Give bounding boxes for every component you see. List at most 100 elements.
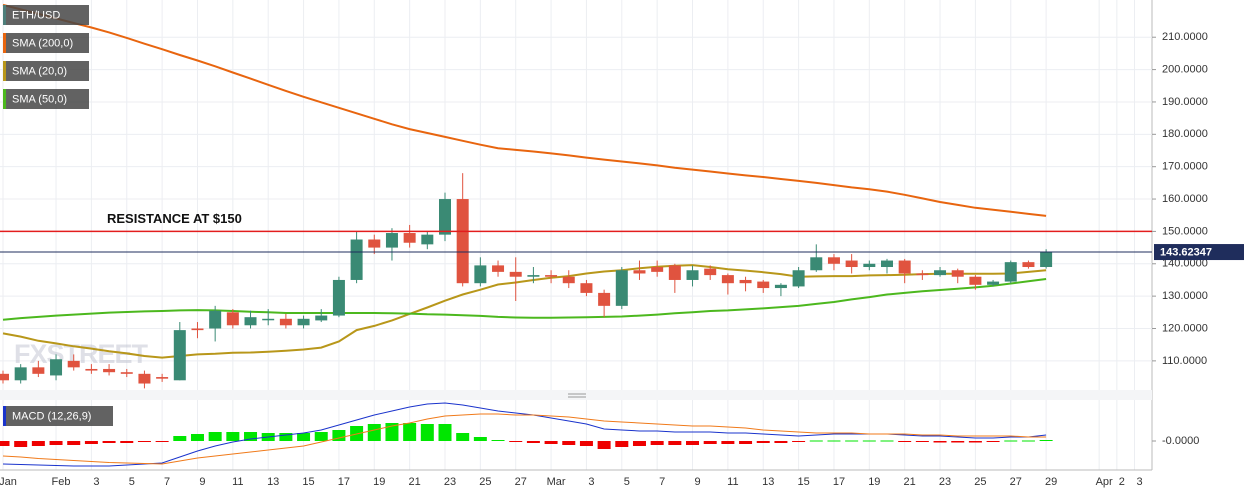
- histogram-bar: [438, 424, 452, 441]
- x-tick-label: 21: [409, 476, 421, 488]
- candle-body: [1040, 252, 1053, 268]
- candle-body: [368, 239, 381, 248]
- candle-body: [403, 233, 416, 243]
- legend-box: [3, 5, 89, 25]
- x-tick-label: 17: [338, 476, 350, 488]
- candle-body: [845, 260, 858, 268]
- histogram-bar: [1004, 440, 1018, 442]
- candle-body: [527, 275, 540, 277]
- histogram-bar: [509, 441, 523, 442]
- y-tick-label: 120.0000: [1162, 322, 1208, 334]
- x-tick-label: 7: [659, 476, 665, 488]
- histogram-bar: [491, 440, 505, 441]
- x-tick-label: 21: [904, 476, 916, 488]
- candle-body: [633, 270, 646, 274]
- candle-body: [456, 199, 469, 284]
- candle-body: [580, 283, 593, 293]
- sma-line: [2, 278, 1047, 321]
- legend-swatch: [3, 5, 6, 25]
- histogram-bar: [226, 432, 240, 441]
- y-tick-label: 110.0000: [1162, 355, 1207, 367]
- legend-label: SMA (50,0): [12, 93, 67, 105]
- candle-body: [85, 368, 98, 371]
- candle-body: [704, 268, 717, 276]
- histogram-bar: [49, 441, 63, 445]
- histogram-bar: [544, 441, 558, 444]
- y-tick-label: 200.0000: [1162, 63, 1208, 75]
- y-tick-label: 170.0000: [1162, 161, 1208, 173]
- legend-label: ETH/USD: [12, 9, 60, 21]
- candle-body: [315, 315, 328, 321]
- x-tick-label: 3: [93, 476, 99, 488]
- candle-body: [615, 270, 628, 306]
- candle-body: [67, 360, 80, 368]
- candle-body: [226, 312, 239, 326]
- annotation: RESISTANCE AT $150: [107, 211, 242, 226]
- histogram-bar: [721, 441, 735, 444]
- histogram-bar: [632, 441, 646, 446]
- candle-body: [332, 279, 345, 316]
- x-tick-label: 11: [727, 476, 738, 488]
- x-tick-label: 15: [797, 476, 809, 488]
- candle-body: [916, 273, 929, 276]
- histogram-bar: [279, 433, 293, 441]
- legend-swatch: [3, 33, 6, 53]
- legend-label: SMA (20,0): [12, 65, 67, 77]
- histogram-bar: [686, 441, 700, 445]
- candle-body: [492, 265, 505, 272]
- x-tick-label: 25: [479, 476, 491, 488]
- candle-body: [0, 373, 9, 381]
- candle-body: [934, 270, 947, 276]
- x-tick-label: Apr: [1096, 476, 1113, 488]
- histogram-bar: [915, 441, 929, 442]
- last-price-label: 143.62347: [1160, 246, 1212, 258]
- candle-body: [103, 368, 116, 373]
- x-tick-label: 29: [1045, 476, 1057, 488]
- histogram-bar: [933, 441, 947, 443]
- histogram-bar: [473, 437, 487, 441]
- y-tick-label: 130.0000: [1162, 290, 1208, 302]
- histogram-bar: [456, 433, 470, 441]
- candle-body: [898, 260, 911, 274]
- legend-box: [3, 61, 89, 81]
- candle-body: [262, 318, 275, 321]
- histogram-bar: [774, 441, 788, 443]
- candle-body: [1022, 262, 1035, 268]
- candle-body: [774, 284, 787, 289]
- histogram-bar: [562, 441, 576, 445]
- candle-body: [810, 257, 823, 271]
- candle-body: [1004, 262, 1017, 282]
- histogram-bar: [0, 441, 10, 446]
- x-tick-label: 23: [939, 476, 951, 488]
- candle-body: [14, 367, 27, 381]
- legend-swatch: [3, 89, 6, 109]
- histogram-bar: [120, 441, 134, 443]
- legend-box: [3, 406, 113, 426]
- histogram-bar: [739, 441, 753, 444]
- y-tick-label: 190.0000: [1162, 96, 1208, 108]
- x-tick-label: 13: [762, 476, 774, 488]
- histogram-bar: [650, 441, 664, 445]
- histogram-bar: [173, 436, 187, 441]
- histogram-bar: [190, 434, 204, 441]
- y-tick-label: -0.0000: [1162, 435, 1199, 447]
- histogram-bar: [968, 441, 982, 443]
- histogram-bar: [14, 441, 28, 447]
- x-tick-label: 9: [199, 476, 205, 488]
- candle-body: [191, 328, 204, 331]
- histogram-bar: [880, 440, 894, 442]
- y-tick-label: 160.0000: [1162, 193, 1208, 205]
- x-tick-label: 19: [868, 476, 880, 488]
- x-tick-label: 5: [624, 476, 630, 488]
- legend-label: SMA (200,0): [12, 37, 73, 49]
- candle-body: [474, 265, 487, 284]
- histogram-bar: [703, 441, 717, 444]
- marks-layer: [0, 3, 1053, 467]
- histogram-bar: [102, 441, 116, 443]
- candle-body: [562, 276, 575, 284]
- histogram-bar: [597, 441, 611, 449]
- candle-body: [721, 275, 734, 284]
- candle-body: [863, 263, 876, 268]
- x-tick-label: 5: [129, 476, 135, 488]
